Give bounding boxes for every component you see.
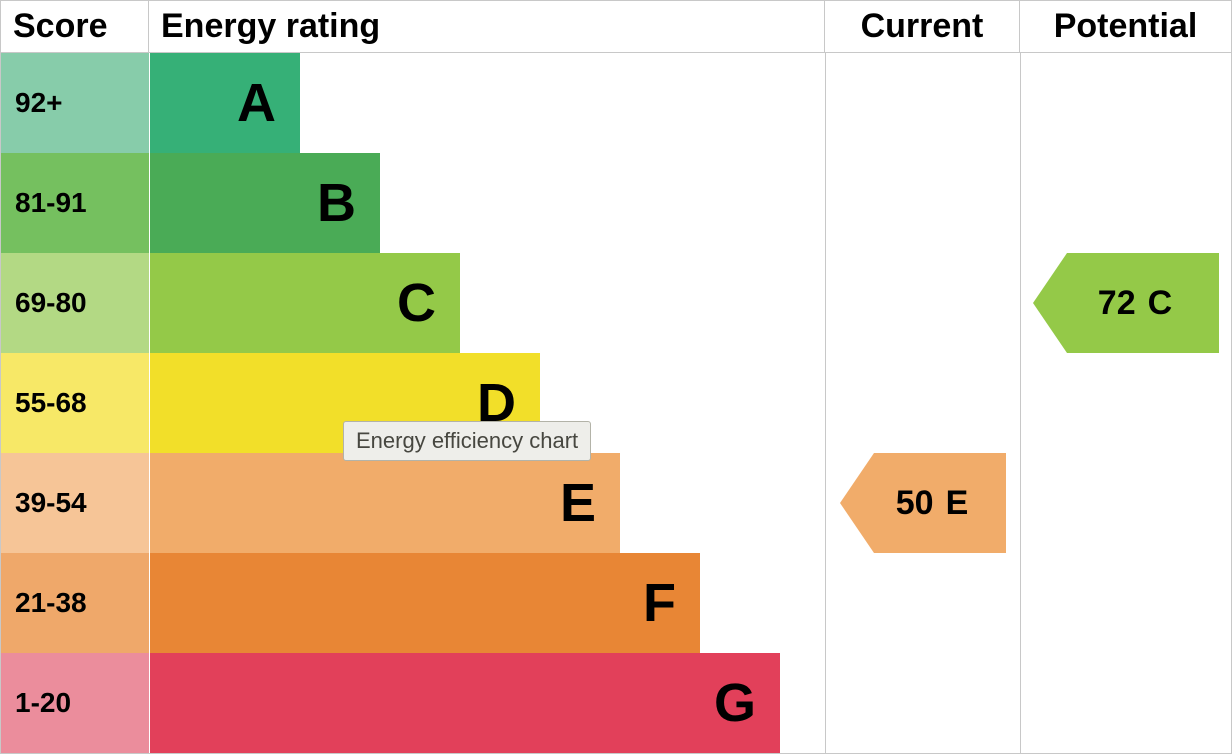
score-label: 39-54 xyxy=(1,453,149,553)
rating-bar-cell: B xyxy=(149,153,825,253)
current-cell xyxy=(825,253,1020,353)
rating-bar: A xyxy=(150,53,300,153)
arrow-chevron-icon xyxy=(840,453,874,553)
rating-row-f: 21-38F xyxy=(1,553,1231,653)
rating-row-d: 55-68D xyxy=(1,353,1231,453)
current-score-value: 50 xyxy=(896,484,934,523)
rating-bar-cell: G xyxy=(149,653,825,753)
current-letter: E xyxy=(946,484,969,523)
header-row: Score Energy rating Current Potential xyxy=(1,1,1231,53)
rating-bar: G xyxy=(150,653,780,753)
current-cell xyxy=(825,353,1020,453)
rating-row-c: 69-80C72C xyxy=(1,253,1231,353)
rating-bar-cell: A xyxy=(149,53,825,153)
score-label: 69-80 xyxy=(1,253,149,353)
rating-row-a: 92+A xyxy=(1,53,1231,153)
score-label: 1-20 xyxy=(1,653,149,753)
current-cell xyxy=(825,153,1020,253)
rating-bar: B xyxy=(150,153,380,253)
rating-bar: F xyxy=(150,553,700,653)
potential-cell xyxy=(1020,553,1231,653)
potential-cell xyxy=(1020,153,1231,253)
potential-cell xyxy=(1020,353,1231,453)
rating-bar-cell: E xyxy=(149,453,825,553)
rating-bar: E xyxy=(150,453,620,553)
potential-cell: 72 C xyxy=(1020,253,1231,353)
arrow-label-box: 72 C xyxy=(1067,253,1219,353)
potential-cell xyxy=(1020,53,1231,153)
current-cell: 50 E xyxy=(825,453,1020,553)
potential-cell xyxy=(1020,453,1231,553)
score-label: 55-68 xyxy=(1,353,149,453)
rating-bar-cell: D xyxy=(149,353,825,453)
rating-row-b: 81-91B xyxy=(1,153,1231,253)
potential-score-value: 72 xyxy=(1098,284,1136,323)
current-cell xyxy=(825,553,1020,653)
score-label: 92+ xyxy=(1,53,149,153)
energy-rating-chart: Score Energy rating Current Potential 92… xyxy=(0,0,1232,754)
score-label: 21-38 xyxy=(1,553,149,653)
rating-rows: 92+A81-91B69-80C72C55-68D39-54E50E21-38F… xyxy=(1,53,1231,753)
rating-bar-cell: F xyxy=(149,553,825,653)
score-label: 81-91 xyxy=(1,153,149,253)
arrow-label-box: 50 E xyxy=(874,453,1006,553)
header-rating: Energy rating xyxy=(149,1,825,53)
rating-bar-cell: C xyxy=(149,253,825,353)
potential-cell xyxy=(1020,653,1231,753)
current-cell xyxy=(825,53,1020,153)
rating-bar: C xyxy=(150,253,460,353)
rating-bar: D xyxy=(150,353,540,453)
rating-row-g: 1-20G xyxy=(1,653,1231,753)
rating-row-e: 39-54E50E xyxy=(1,453,1231,553)
potential-arrow: 72 C xyxy=(1033,253,1219,353)
header-potential: Potential xyxy=(1020,1,1231,53)
arrow-chevron-icon xyxy=(1033,253,1067,353)
potential-letter: C xyxy=(1148,284,1173,323)
current-cell xyxy=(825,653,1020,753)
current-arrow: 50 E xyxy=(840,453,1006,553)
header-score: Score xyxy=(1,1,149,53)
header-current: Current xyxy=(825,1,1020,53)
